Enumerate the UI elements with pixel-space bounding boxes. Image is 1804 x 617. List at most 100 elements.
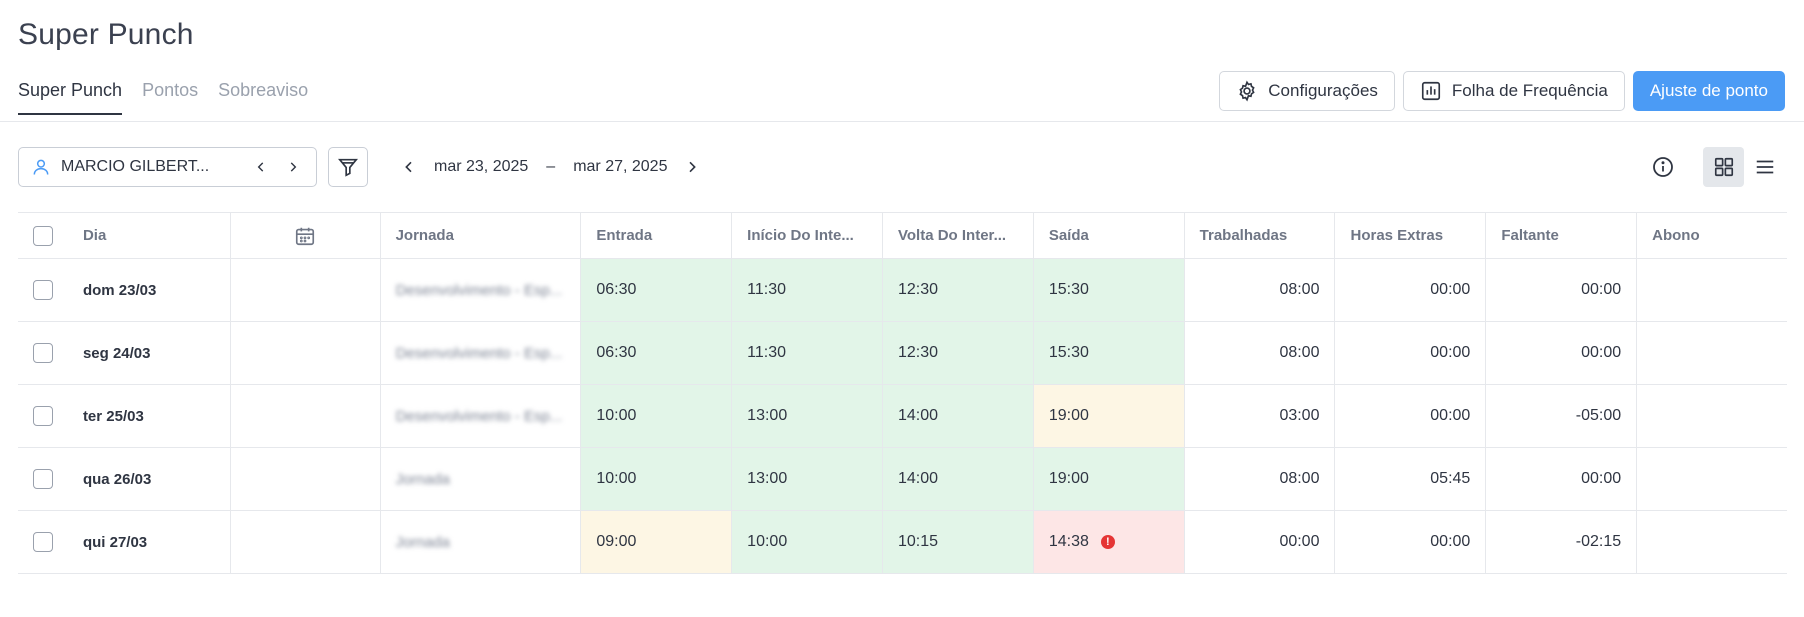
trabalhadas-cell: 00:00 (1183, 511, 1335, 573)
row-checkbox[interactable] (32, 343, 53, 363)
saida-cell[interactable]: 14:38! (1032, 511, 1184, 573)
jornada-cell[interactable]: Desenvolvimento - Esp... (379, 385, 581, 447)
inicio-cell[interactable]: 13:00 (731, 448, 882, 510)
jornada-label: Jornada (395, 470, 450, 488)
volta-cell[interactable]: 10:15 (882, 511, 1033, 573)
calendar-cell (229, 385, 380, 447)
jornada-label: Jornada (395, 533, 450, 551)
day-label: dom 23/03 (82, 281, 157, 299)
saida-cell[interactable]: 15:30 (1032, 322, 1184, 384)
inicio-cell[interactable]: 13:00 (731, 385, 882, 447)
entrada-cell[interactable]: 10:00 (580, 385, 732, 447)
info-icon[interactable] (1651, 155, 1675, 179)
header-faltante[interactable]: Faltante (1485, 213, 1636, 258)
header-trabalhadas[interactable]: Trabalhadas (1183, 213, 1335, 258)
row-checkbox[interactable] (32, 406, 53, 426)
next-employee-button[interactable] (282, 156, 304, 178)
abono-cell[interactable] (1636, 259, 1787, 321)
tab-super-punch[interactable]: Super Punch (18, 80, 123, 115)
next-period-button[interactable] (681, 156, 703, 178)
table-row[interactable]: qui 27/03 Jornada 09:00 10:00 10:15 14:38! 00:… (18, 511, 1787, 574)
row-checkbox[interactable] (32, 280, 53, 300)
employee-name: MARCIO GILBERT... (61, 158, 210, 175)
volta-cell[interactable]: 12:30 (882, 322, 1033, 384)
jornada-cell[interactable]: Desenvolvimento - Esp... (379, 322, 581, 384)
trabalhadas-cell: 08:00 (1183, 448, 1335, 510)
employee-select[interactable]: MARCIO GILBERT... (18, 147, 317, 187)
entrada-cell[interactable]: 06:30 (580, 259, 732, 321)
row-select-cell (18, 448, 68, 510)
entrada-cell[interactable]: 09:00 (580, 511, 732, 573)
volta-cell[interactable]: 14:00 (882, 385, 1033, 447)
inicio-cell[interactable]: 11:30 (731, 259, 882, 321)
header-volta-intervalo[interactable]: Volta Do Inter... (882, 213, 1033, 258)
trabalhadas-cell: 08:00 (1183, 322, 1335, 384)
faltante-cell: -05:00 (1485, 385, 1636, 447)
volta-cell[interactable]: 14:00 (882, 448, 1033, 510)
prev-employee-button[interactable] (250, 156, 272, 178)
table-row[interactable]: qua 26/03 Jornada 10:00 13:00 14:00 19:00 08:0… (18, 448, 1787, 511)
inicio-cell[interactable]: 11:30 (731, 322, 882, 384)
header-dia[interactable]: Dia (82, 227, 107, 244)
table-row[interactable]: ter 25/03 Desenvolvimento - Esp... 10:00 13… (18, 385, 1787, 448)
saida-cell[interactable]: 19:00 (1032, 385, 1184, 447)
table-row[interactable]: dom 23/03 Desenvolvimento - Esp... 06:30 11… (18, 259, 1787, 322)
jornada-label: Desenvolvimento - Esp... (395, 281, 563, 299)
prev-period-button[interactable] (398, 156, 420, 178)
abono-cell[interactable] (1636, 448, 1787, 510)
punch-time: 14:00 (898, 470, 939, 487)
filter-button[interactable] (328, 147, 368, 187)
chevron-right-icon (689, 161, 697, 173)
inicio-cell[interactable]: 10:00 (731, 511, 882, 573)
punch-time: 19:00 (1048, 407, 1089, 424)
volta-cell[interactable]: 12:30 (882, 259, 1033, 321)
faltante-cell: 00:00 (1485, 322, 1636, 384)
date-start[interactable]: mar 23, 2025 (434, 158, 529, 175)
entrada-cell[interactable]: 06:30 (580, 322, 732, 384)
saida-cell[interactable]: 19:00 (1032, 448, 1184, 510)
select-all-checkbox[interactable] (32, 225, 53, 246)
date-end[interactable]: mar 27, 2025 (573, 158, 668, 175)
top-actions: Configurações Folha de Frequência Ajuste… (1219, 71, 1785, 111)
table-row[interactable]: seg 24/03 Desenvolvimento - Esp... 06:30 11… (18, 322, 1787, 385)
punch-time: 19:00 (1048, 470, 1089, 487)
header-inicio-intervalo[interactable]: Início Do Inte... (731, 213, 882, 258)
punch-time: 10:15 (898, 533, 939, 550)
header-abono[interactable]: Abono (1636, 213, 1787, 258)
bar-chart-icon (1421, 81, 1440, 101)
saida-cell[interactable]: 15:30 (1032, 259, 1184, 321)
row-checkbox[interactable] (32, 532, 53, 552)
tab-pontos[interactable]: Pontos (142, 80, 199, 100)
faltante-cell: -02:15 (1485, 511, 1636, 573)
punch-time: 06:30 (596, 281, 637, 298)
adjust-punch-button[interactable]: Ajuste de ponto (1632, 71, 1785, 111)
alert-icon[interactable]: ! (1100, 535, 1115, 549)
timesheet-table: Dia Jornada Entrada Início Do Inte... Vo… (18, 212, 1787, 574)
punch-time: 15:30 (1048, 281, 1089, 298)
chevron-left-icon (257, 162, 264, 172)
abono-cell[interactable] (1636, 322, 1787, 384)
jornada-label: Desenvolvimento - Esp... (395, 407, 563, 425)
header-saida[interactable]: Saída (1032, 213, 1184, 258)
row-checkbox[interactable] (32, 469, 53, 489)
list-view-button[interactable] (1744, 147, 1785, 187)
settings-button[interactable]: Configurações (1219, 71, 1395, 111)
header-jornada[interactable]: Jornada (379, 213, 581, 258)
jornada-cell[interactable]: Jornada (379, 511, 581, 573)
date-separator: – (546, 158, 556, 175)
header-calendar (229, 213, 380, 258)
horas-extras-cell: 00:00 (1334, 322, 1485, 384)
entrada-cell[interactable]: 10:00 (580, 448, 732, 510)
abono-cell[interactable] (1636, 385, 1787, 447)
tab-sobreaviso[interactable]: Sobreaviso (218, 80, 309, 100)
grid-view-button[interactable] (1703, 147, 1744, 187)
header-horas-extras[interactable]: Horas Extras (1334, 213, 1485, 258)
punch-time: 12:30 (898, 344, 939, 361)
jornada-cell[interactable]: Jornada (379, 448, 581, 510)
jornada-cell[interactable]: Desenvolvimento - Esp... (379, 259, 581, 321)
header-entrada[interactable]: Entrada (580, 213, 731, 258)
attendance-sheet-button[interactable]: Folha de Frequência (1402, 71, 1625, 111)
abono-cell[interactable] (1636, 511, 1787, 573)
punch-time: 11:30 (747, 344, 787, 361)
toolbar: MARCIO GILBERT... mar 23, 2025 – mar 27,… (18, 147, 1785, 187)
